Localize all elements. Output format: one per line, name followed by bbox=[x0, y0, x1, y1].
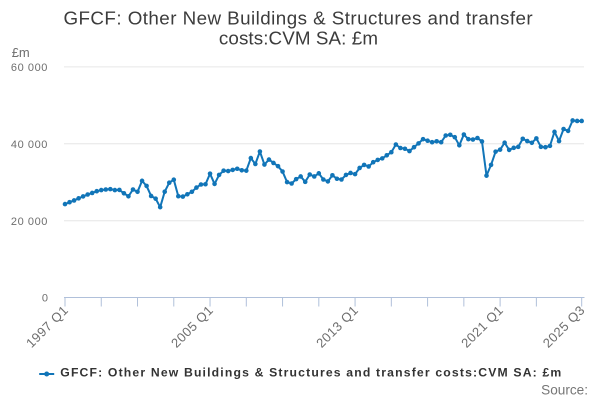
svg-text:GFCF: Other New Buildings & St: GFCF: Other New Buildings & Structures a… bbox=[60, 365, 562, 379]
svg-text:Source:: Source: bbox=[541, 383, 588, 398]
svg-text:20 000: 20 000 bbox=[11, 216, 48, 228]
svg-text:costs:CVM SA: £m: costs:CVM SA: £m bbox=[219, 28, 378, 49]
svg-text:GFCF: Other New Buildings & St: GFCF: Other New Buildings & Structures a… bbox=[63, 8, 533, 29]
svg-text:60 000: 60 000 bbox=[11, 62, 48, 74]
svg-text:£m: £m bbox=[12, 45, 30, 60]
svg-text:40 000: 40 000 bbox=[11, 139, 48, 151]
svg-text:0: 0 bbox=[42, 293, 49, 305]
